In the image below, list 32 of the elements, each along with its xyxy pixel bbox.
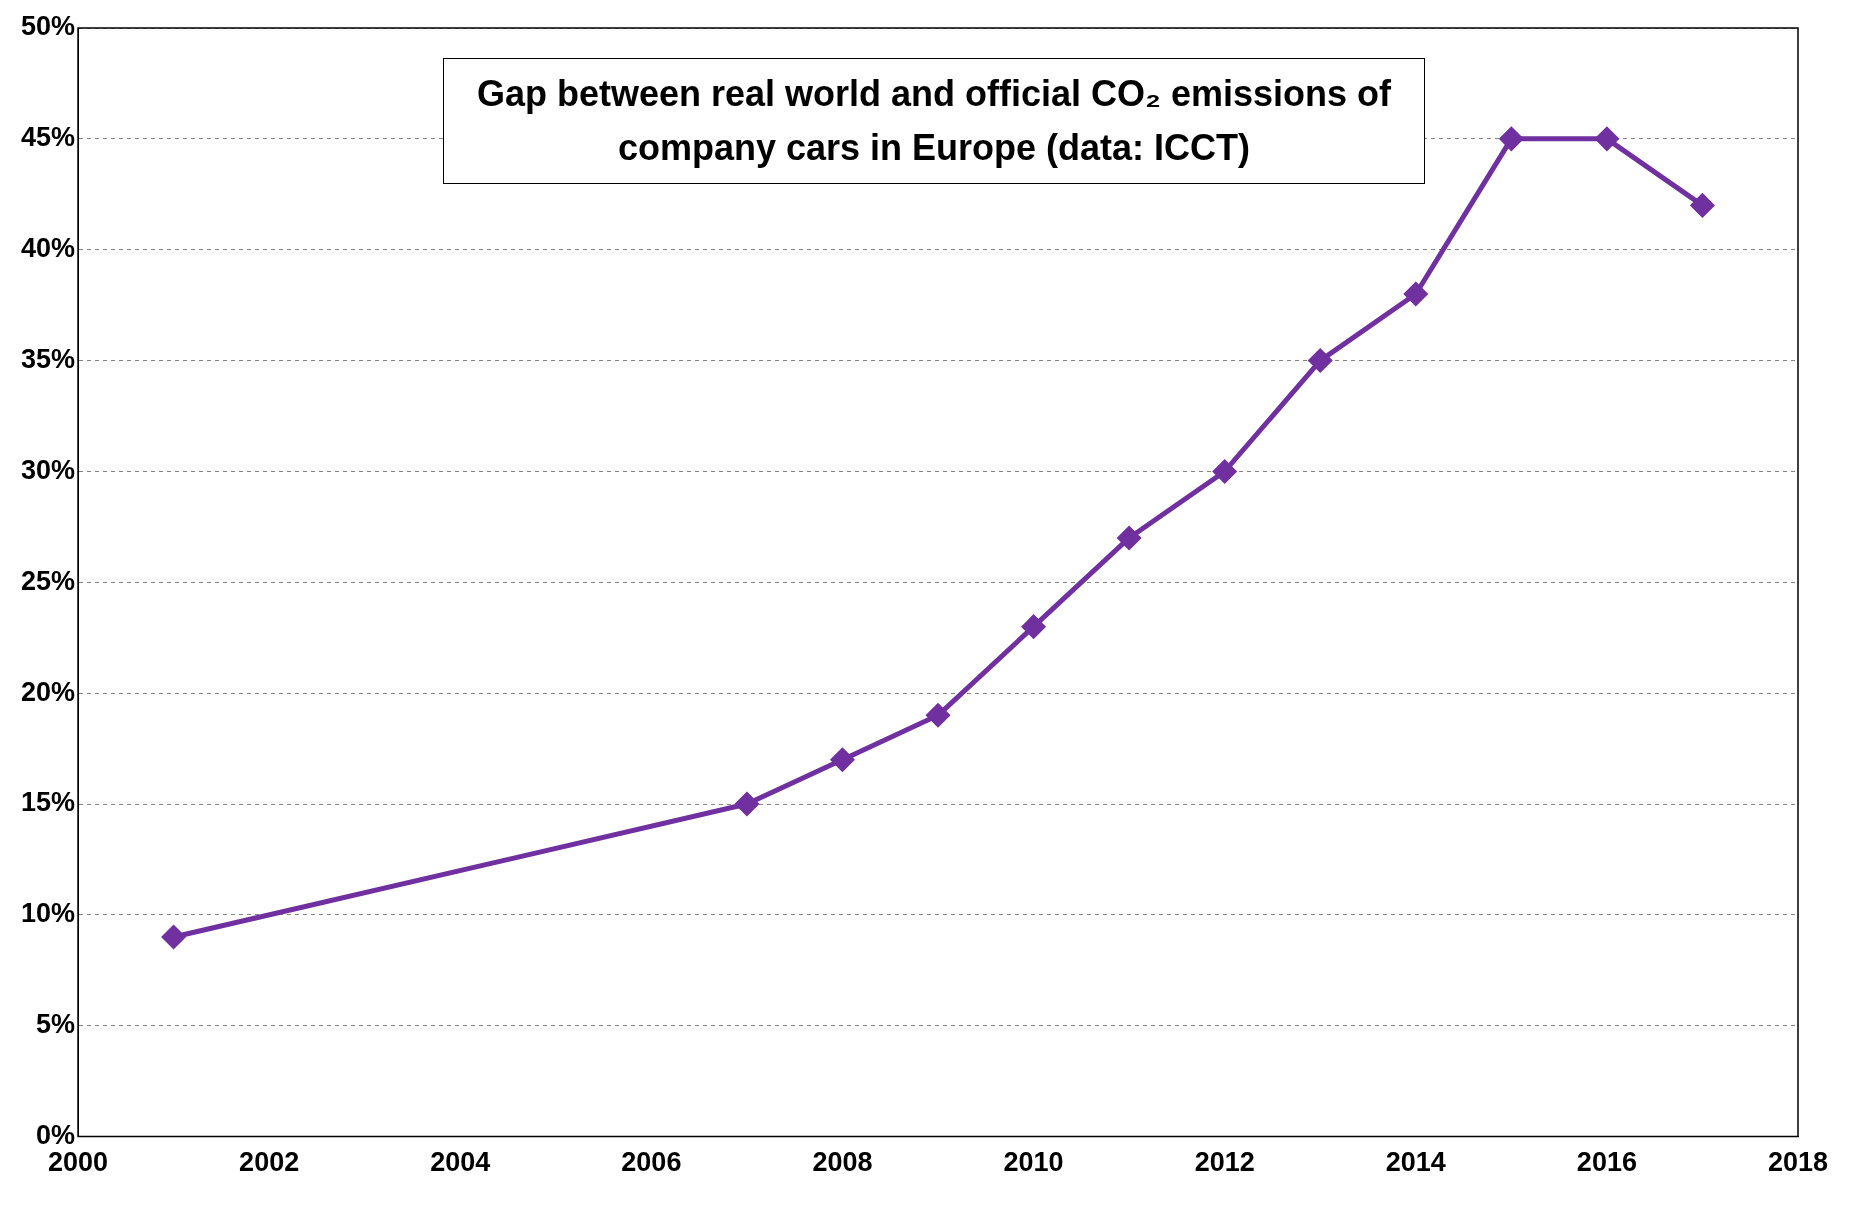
point — [735, 792, 759, 816]
y-tick-label: 45% — [20, 122, 76, 153]
y-tick-label: 50% — [20, 11, 76, 42]
point — [1117, 526, 1141, 550]
y-tick-label: 10% — [20, 898, 76, 929]
y-tick-label: 5% — [36, 1009, 76, 1040]
y-tick-label: 15% — [20, 787, 76, 818]
y-tick-label: 35% — [20, 344, 76, 375]
point — [1022, 615, 1046, 639]
point — [1213, 459, 1237, 483]
point — [1404, 282, 1428, 306]
y-tick-label: 30% — [20, 454, 76, 485]
x-tick-label: 2002 — [239, 1147, 300, 1178]
point — [1308, 349, 1332, 373]
x-tick-label: 2008 — [812, 1147, 873, 1178]
point — [1595, 127, 1619, 151]
x-tick-label: 2018 — [1767, 1147, 1829, 1178]
x-tick-label: 2016 — [1576, 1147, 1637, 1178]
point — [1499, 127, 1523, 151]
y-tick-label: 20% — [20, 676, 76, 707]
x-tick-label: 2014 — [1385, 1147, 1446, 1178]
point — [830, 748, 854, 772]
text: Gap between real world and official CO₂ emissions of company cars in Europe (data: ICCT) — [443, 58, 1425, 184]
y-tick-label: 40% — [20, 233, 76, 264]
x-tick-label: 2010 — [1003, 1147, 1064, 1178]
x-tick-label: 2012 — [1194, 1147, 1255, 1178]
point — [1690, 193, 1714, 217]
point — [926, 703, 950, 727]
point — [162, 925, 186, 949]
y-tick-label: 25% — [20, 565, 76, 596]
x-tick-label: 2006 — [621, 1147, 682, 1178]
x-tick-label: 2004 — [430, 1147, 491, 1178]
